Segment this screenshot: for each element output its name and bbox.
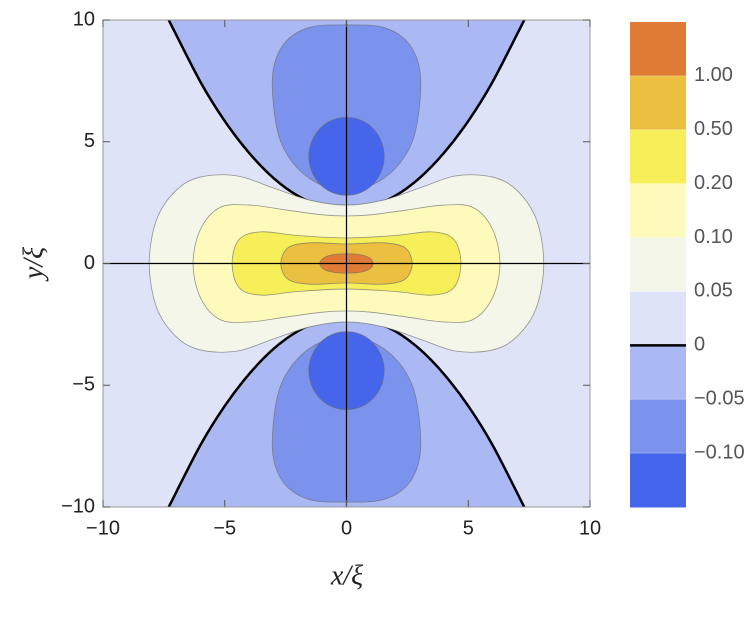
colorbar-band <box>630 237 686 292</box>
y-tick-label: 5 <box>84 130 95 152</box>
contour-line <box>308 116 385 196</box>
y-tick-label: 10 <box>73 8 95 30</box>
colorbar-band <box>630 22 686 77</box>
x-tick-label: 5 <box>463 517 474 539</box>
y-tick-label: −10 <box>61 495 95 517</box>
y-tick-label: 0 <box>84 252 95 274</box>
colorbar-label: 0.50 <box>694 118 733 140</box>
colorbar-label: −0.05 <box>694 388 745 410</box>
x-tick-label: −10 <box>86 517 120 539</box>
colorbar-band <box>630 345 686 400</box>
colorbar-band <box>630 183 686 239</box>
x-axis-label: x/ξ <box>330 560 363 591</box>
colorbar-band <box>630 75 686 131</box>
overlay: −10 −5 0 5 10 −10 −5 0 5 10 1.00 0.50 0.20 0.10 0.05 0 −… <box>61 8 745 539</box>
colorbar-band <box>630 291 686 346</box>
colorbar-band <box>630 399 686 454</box>
y-axis-label: y/ξ <box>18 247 49 282</box>
contour-line <box>308 331 385 411</box>
colorbar-band <box>630 453 686 508</box>
y-tick-label: −5 <box>72 374 95 396</box>
plot-area <box>103 20 590 507</box>
colorbar-label: 1.00 <box>694 64 733 86</box>
x-tick-label: 10 <box>579 517 601 539</box>
colorbar-label: 0.05 <box>694 280 733 302</box>
colorbar-label: 0.20 <box>694 172 733 194</box>
colorbar-label: 0.10 <box>694 226 733 248</box>
x-tick-label: 0 <box>341 517 352 539</box>
colorbar-label: 0 <box>694 334 705 356</box>
colorbar-band <box>630 129 686 185</box>
x-tick-label: −5 <box>213 517 236 539</box>
colorbar-label: −0.10 <box>694 441 745 463</box>
